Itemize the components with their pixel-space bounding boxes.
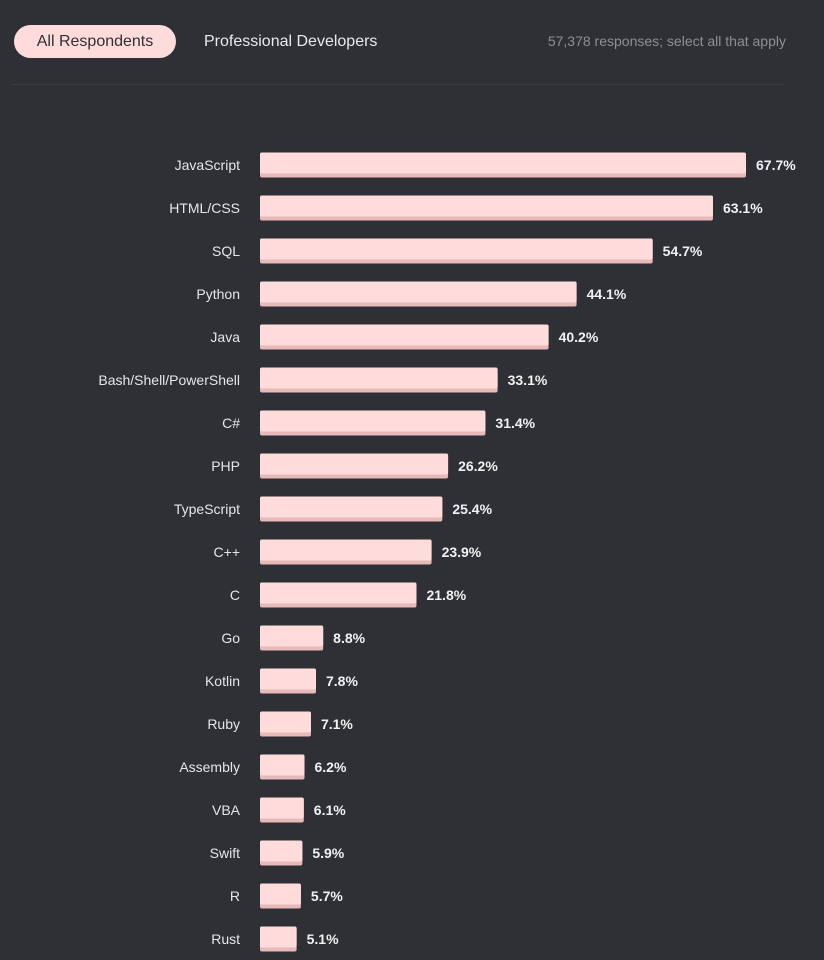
bar-c[interactable] xyxy=(260,410,486,436)
category-label-assembly: Assembly xyxy=(179,759,240,775)
bar-php[interactable] xyxy=(260,453,449,479)
value-label-bash-shell-powershell: 33.1% xyxy=(508,372,548,388)
value-label-c: 23.9% xyxy=(442,544,482,560)
bar-fill xyxy=(260,453,449,475)
category-label-typescript: TypeScript xyxy=(174,501,240,517)
bar-kotlin[interactable] xyxy=(260,668,316,694)
category-label-bash-shell-powershell: Bash/Shell/PowerShell xyxy=(98,372,240,388)
category-label-kotlin: Kotlin xyxy=(205,673,240,689)
value-label-vba: 6.1% xyxy=(314,802,346,818)
value-label-go: 8.8% xyxy=(333,630,365,646)
bar-fill xyxy=(260,926,297,948)
category-label-c: C xyxy=(230,587,240,603)
category-label-rust: Rust xyxy=(211,931,240,947)
category-label-php: PHP xyxy=(211,458,240,474)
value-label-java: 40.2% xyxy=(559,329,599,345)
bar-fill xyxy=(260,754,305,776)
bar-fill xyxy=(260,195,713,217)
bar-fill xyxy=(260,152,746,174)
bar-fill xyxy=(260,324,549,346)
bar-ruby[interactable] xyxy=(260,711,311,737)
value-label-swift: 5.9% xyxy=(312,845,344,861)
value-label-sql: 54.7% xyxy=(663,243,703,259)
bar-fill xyxy=(260,797,304,819)
bar-fill xyxy=(260,281,577,303)
bar-fill xyxy=(260,668,316,690)
responses-note: 57,378 responses; select all that apply xyxy=(547,33,786,49)
bar-fill xyxy=(260,625,324,647)
bar-fill xyxy=(260,367,498,389)
value-label-kotlin: 7.8% xyxy=(326,673,358,689)
bar-c[interactable] xyxy=(260,539,432,565)
respondent-tabs: All Respondents Professional Developers xyxy=(14,25,401,58)
bar-java[interactable] xyxy=(260,324,549,350)
tab-all-respondents[interactable]: All Respondents xyxy=(14,25,176,58)
category-label-java: Java xyxy=(210,329,240,345)
value-label-php: 26.2% xyxy=(458,458,498,474)
category-label-c: C++ xyxy=(214,544,240,560)
category-label-vba: VBA xyxy=(212,802,241,818)
value-label-rust: 5.1% xyxy=(307,931,339,947)
bar-go[interactable] xyxy=(260,625,324,651)
bar-fill xyxy=(260,539,432,561)
value-label-typescript: 25.4% xyxy=(452,501,492,517)
value-label-html-css: 63.1% xyxy=(723,200,763,216)
category-label-sql: SQL xyxy=(212,243,240,259)
bar-fill xyxy=(260,840,303,862)
bar-vba[interactable] xyxy=(260,797,304,823)
bar-python[interactable] xyxy=(260,281,577,307)
category-label-python: Python xyxy=(196,286,240,302)
category-label-javascript: JavaScript xyxy=(175,157,240,173)
value-label-python: 44.1% xyxy=(587,286,627,302)
category-label-r: R xyxy=(230,888,240,904)
value-label-javascript: 67.7% xyxy=(756,157,796,173)
bar-javascript[interactable] xyxy=(260,152,746,178)
category-label-html-css: HTML/CSS xyxy=(169,200,240,216)
bar-swift[interactable] xyxy=(260,840,303,866)
value-label-r: 5.7% xyxy=(311,888,343,904)
bar-fill xyxy=(260,496,443,518)
bar-fill xyxy=(260,582,417,604)
category-label-c: C# xyxy=(222,415,240,431)
divider xyxy=(12,84,784,85)
bar-fill xyxy=(260,238,653,260)
bar-c[interactable] xyxy=(260,582,417,608)
value-label-c: 21.8% xyxy=(426,587,466,603)
value-label-assembly: 6.2% xyxy=(315,759,347,775)
bar-sql[interactable] xyxy=(260,238,653,264)
value-label-ruby: 7.1% xyxy=(321,716,353,732)
bar-rust[interactable] xyxy=(260,926,297,952)
category-label-swift: Swift xyxy=(210,845,240,861)
tab-professional-developers[interactable]: Professional Developers xyxy=(204,33,378,50)
bar-bash-shell-powershell[interactable] xyxy=(260,367,498,393)
bar-fill xyxy=(260,883,301,905)
bar-html-css[interactable] xyxy=(260,195,713,221)
bar-assembly[interactable] xyxy=(260,754,305,780)
bar-fill xyxy=(260,410,486,432)
bar-r[interactable] xyxy=(260,883,301,909)
category-label-ruby: Ruby xyxy=(207,716,240,732)
category-label-go: Go xyxy=(221,630,240,646)
bar-fill xyxy=(260,711,311,733)
bar-typescript[interactable] xyxy=(260,496,443,522)
value-label-c: 31.4% xyxy=(495,415,535,431)
